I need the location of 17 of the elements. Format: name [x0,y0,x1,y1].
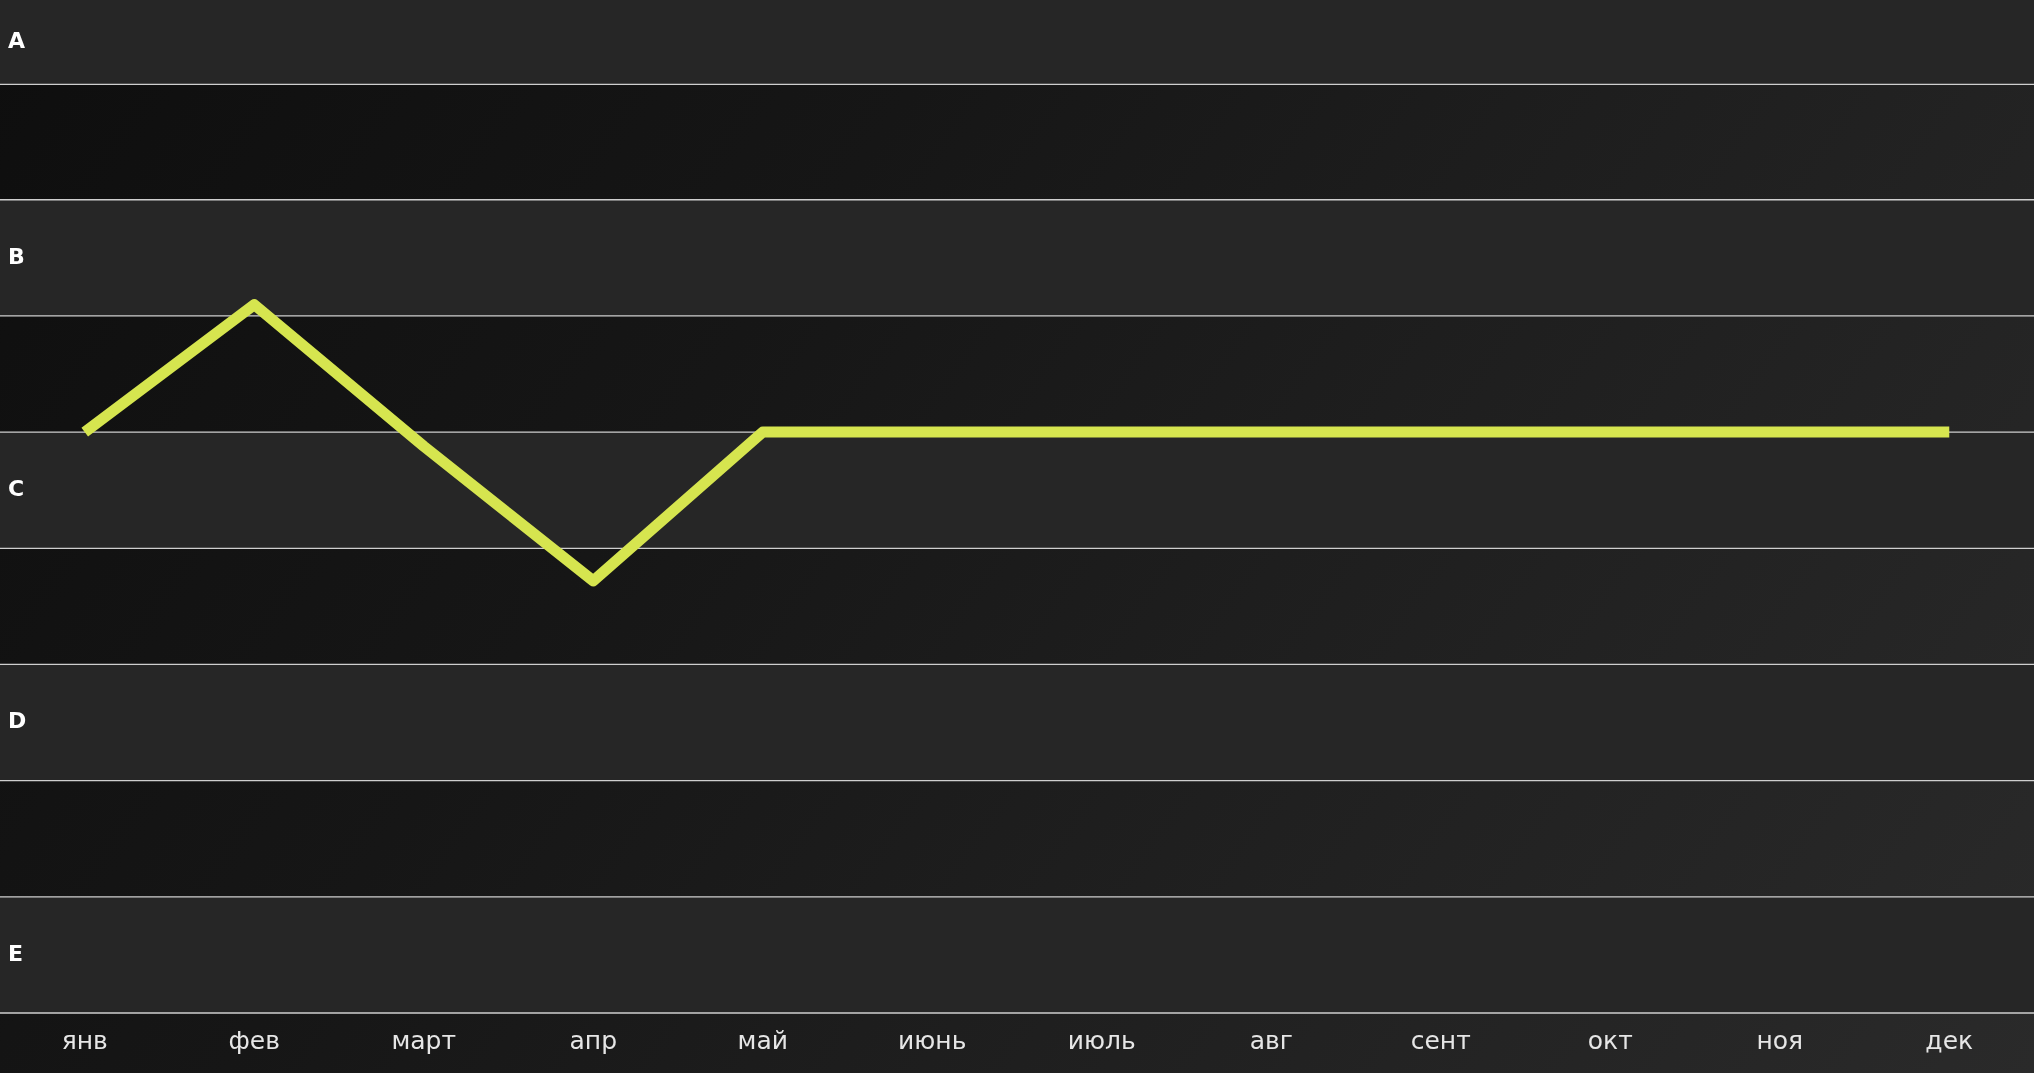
x-tick-label: дек [1925,1025,1974,1055]
x-tick-label: сент [1410,1025,1471,1055]
band-label: E [8,940,24,966]
band-label: C [8,475,25,501]
x-tick-label: фев [228,1025,280,1055]
x-tick-label: июль [1067,1025,1136,1055]
band-label: A [8,27,26,53]
x-tick-label: июнь [898,1025,967,1055]
x-tick-label: окт [1587,1025,1633,1055]
band-label: D [8,708,27,734]
x-tick-label: март [391,1025,457,1055]
x-tick-label: авг [1249,1025,1293,1055]
x-tick-label: ноя [1756,1025,1804,1055]
x-tick-label: апр [569,1025,618,1055]
x-tick-label: май [737,1025,788,1055]
band-label: B [8,243,25,269]
x-tick-label: янв [61,1025,108,1055]
